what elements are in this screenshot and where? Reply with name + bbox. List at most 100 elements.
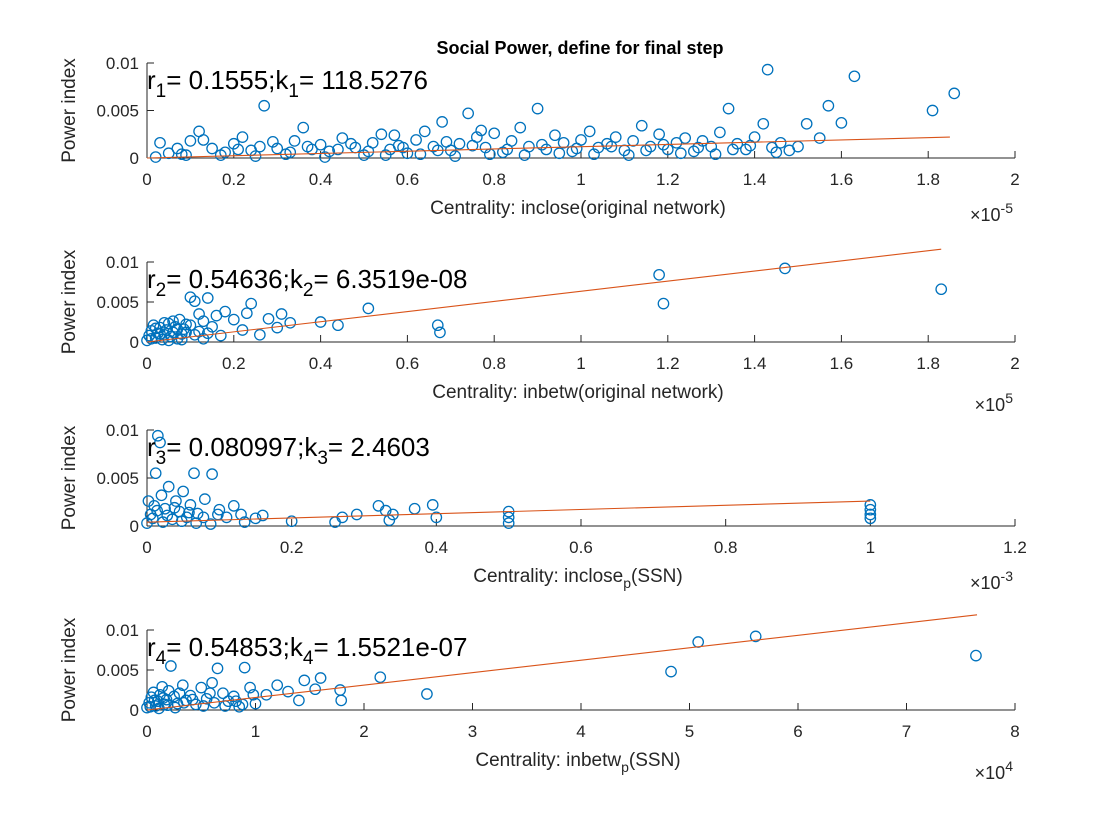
data-point xyxy=(653,268,665,281)
data-point xyxy=(288,135,301,147)
data-point xyxy=(501,143,514,156)
data-point xyxy=(935,283,948,296)
data-point xyxy=(375,128,388,141)
data-point xyxy=(271,679,284,692)
data-point xyxy=(709,148,722,161)
x-exponent-power: 5 xyxy=(1005,390,1013,406)
fit-annotation: r2= 0.54636;k2= 6.3519e-08 xyxy=(147,264,467,301)
data-point xyxy=(372,499,385,512)
data-point xyxy=(284,146,297,159)
annotation-r: r xyxy=(147,632,156,662)
data-point xyxy=(670,136,683,149)
data-point xyxy=(145,332,158,345)
data-point xyxy=(740,143,752,156)
data-point xyxy=(427,140,440,153)
data-point xyxy=(475,124,488,137)
data-point xyxy=(154,136,166,149)
subplot-2: 0 0.2 0.4 0.6 0.8 1 1.2 1.4 1.6 1.8 2 0 0.005 0.01 Pow… xyxy=(59,248,1020,415)
data-point xyxy=(227,499,240,512)
data-point xyxy=(213,503,226,516)
x-exponent-base: ×10 xyxy=(970,573,1001,593)
x-exponent-base: ×10 xyxy=(975,763,1006,783)
data-point xyxy=(180,318,192,331)
data-point xyxy=(453,137,466,150)
data-point xyxy=(230,695,242,708)
scatter-series xyxy=(141,262,948,347)
annotation-k-sub: 1 xyxy=(288,81,299,102)
data-point xyxy=(408,502,421,515)
data-point xyxy=(588,148,600,161)
data-point xyxy=(214,329,227,342)
annotation-r-sub: 3 xyxy=(156,448,167,469)
y-axis-label: Power index xyxy=(59,617,80,722)
data-point xyxy=(236,131,249,143)
y-tick-label: 0 xyxy=(130,149,139,168)
x-tick-label: 1.6 xyxy=(830,354,854,373)
data-point xyxy=(336,132,349,144)
x-tick-label: 1.8 xyxy=(916,354,940,373)
data-point xyxy=(184,135,197,147)
annotation-k-sub: 4 xyxy=(303,648,314,669)
data-point xyxy=(502,511,515,524)
scatter-series xyxy=(149,63,961,163)
x-tick-label: 1.2 xyxy=(656,354,680,373)
data-point xyxy=(180,149,192,161)
y-tick-label: 0.01 xyxy=(106,54,139,73)
data-point xyxy=(770,146,783,159)
fit-annotation: r3= 0.080997;k3= 2.4603 xyxy=(147,432,430,469)
annotation-k-value: = 2.4603 xyxy=(328,432,430,462)
data-point xyxy=(244,681,256,694)
annotation-r-sub: 1 xyxy=(156,81,167,102)
data-point xyxy=(749,630,762,643)
data-point xyxy=(570,142,583,155)
x-tick-label: 0.6 xyxy=(569,538,593,557)
annotation-r-value: = 0.1555;k xyxy=(166,65,289,95)
data-point xyxy=(201,327,214,340)
data-point xyxy=(332,319,344,332)
fit-line xyxy=(146,500,871,523)
data-point xyxy=(757,117,770,130)
data-point xyxy=(217,687,229,700)
data-point xyxy=(262,312,275,325)
y-tick-label: 0.01 xyxy=(106,621,139,640)
x-tick-label: 1 xyxy=(576,354,585,373)
x-tick-label: 0 xyxy=(142,354,151,373)
data-point xyxy=(722,102,735,115)
data-point xyxy=(195,681,208,694)
data-point xyxy=(362,145,375,158)
x-tick-label: 0 xyxy=(142,538,151,557)
y-tick-label: 0.005 xyxy=(96,293,139,312)
data-point xyxy=(434,326,446,339)
x-axis-label: Centrality: inclose(original network) xyxy=(430,198,726,219)
data-point xyxy=(358,149,370,161)
annotation-k-sub: 2 xyxy=(303,280,314,301)
data-point xyxy=(800,117,813,130)
data-point xyxy=(644,140,657,153)
data-point xyxy=(350,508,363,521)
data-point xyxy=(553,147,566,160)
data-point xyxy=(161,509,174,522)
x-axis-label: Centrality: inbetwp(SSN) xyxy=(475,750,680,775)
x-axis-label-main: Centrality: inclose xyxy=(473,566,623,587)
x-tick-label: 1.2 xyxy=(1003,538,1027,557)
data-point xyxy=(165,660,177,672)
data-point xyxy=(864,508,877,521)
data-point xyxy=(414,148,427,161)
data-point xyxy=(199,493,211,505)
data-point xyxy=(162,147,175,160)
x-tick-label: 1 xyxy=(866,538,875,557)
y-tick-label: 0 xyxy=(130,333,139,352)
data-point xyxy=(219,305,231,318)
data-point xyxy=(155,489,168,502)
data-point xyxy=(258,99,271,112)
x-tick-label: 0.6 xyxy=(396,354,420,373)
data-point xyxy=(149,467,162,480)
x-exponent-power: 4 xyxy=(1005,758,1013,774)
x-exponent-base: ×10 xyxy=(975,395,1006,415)
data-point xyxy=(835,117,848,129)
data-point xyxy=(583,125,596,138)
data-point xyxy=(204,687,216,700)
data-point xyxy=(142,495,155,507)
data-point xyxy=(253,140,266,153)
